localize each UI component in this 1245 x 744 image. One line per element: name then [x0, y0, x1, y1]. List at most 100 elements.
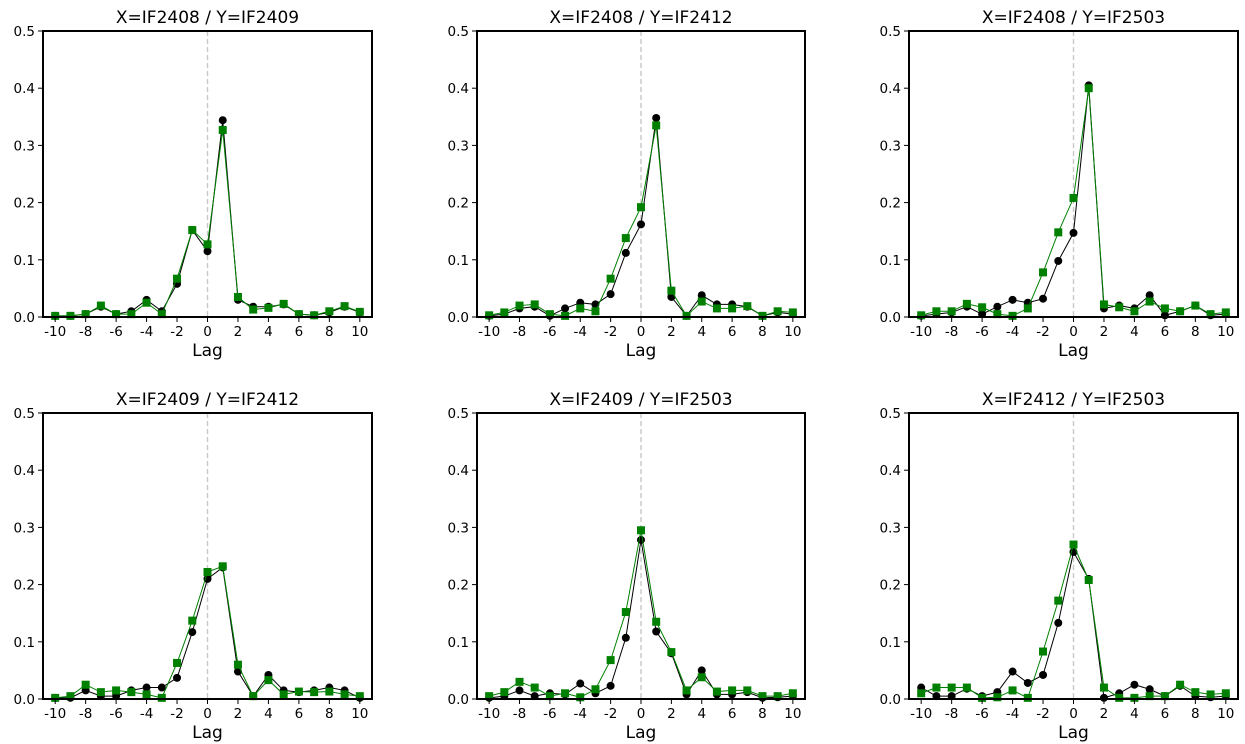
chart-title: X=IF2408 / Y=IF2503 [982, 8, 1165, 28]
data-point [173, 673, 182, 682]
data-point [667, 286, 676, 295]
data-point [325, 687, 334, 696]
chart-panel-3: -10 -8 -6 -4 -2 0 2 4 6 8 10 0.0 0.1 0.2 0.3 0.4 0.5 X=IF… [880, 8, 1239, 361]
data-point [606, 656, 615, 665]
data-point [621, 248, 630, 257]
y-tick-label: 0.2 [14, 196, 35, 212]
data-point [697, 673, 706, 682]
x-tick-label: -6 [975, 706, 988, 722]
data-point [203, 247, 212, 256]
x-tick-label: -8 [79, 324, 92, 340]
x-tick-label: -4 [140, 706, 153, 722]
data-point [728, 686, 737, 695]
y-tick-label: 0.4 [448, 463, 469, 479]
data-point [697, 291, 706, 300]
data-point [203, 568, 212, 577]
data-point [743, 302, 752, 311]
x-tick-label: -4 [1006, 324, 1019, 340]
data-point [1008, 686, 1017, 695]
data-point [1023, 693, 1032, 702]
chart-title: X=IF2409 / Y=IF2503 [549, 390, 732, 410]
x-tick-label: -6 [975, 324, 988, 340]
data-point [173, 274, 182, 283]
data-point [355, 307, 364, 316]
x-tick-label: -8 [513, 706, 526, 722]
data-point [947, 307, 956, 316]
data-point [157, 693, 166, 702]
data-point [561, 304, 570, 313]
data-point [1130, 307, 1139, 316]
x-tick-label: -2 [170, 706, 183, 722]
data-point [233, 292, 242, 301]
x-tick-label: -8 [945, 324, 958, 340]
x-tick-label: -2 [170, 324, 183, 340]
data-point [621, 234, 630, 243]
data-point [51, 693, 60, 702]
data-point [545, 310, 554, 319]
data-point [500, 308, 509, 317]
data-point [917, 311, 926, 320]
data-point [1191, 301, 1200, 310]
data-point [1054, 618, 1063, 627]
data-point [218, 125, 227, 134]
data-point [1130, 693, 1139, 702]
x-tick-label: 2 [1100, 706, 1109, 722]
data-point [485, 692, 494, 701]
data-point [1206, 690, 1215, 699]
data-point [112, 686, 121, 695]
x-tick-label: -10 [478, 706, 500, 722]
data-point [188, 616, 197, 625]
data-point [188, 226, 197, 235]
data-point [112, 310, 121, 319]
x-tick-label: -2 [1036, 324, 1049, 340]
data-point [1054, 256, 1063, 265]
data-point [157, 310, 166, 319]
x-tick-label: -6 [109, 706, 122, 722]
y-tick-label: 0.3 [14, 138, 35, 154]
chart-panel-4: -10 -8 -6 -4 -2 0 2 4 6 8 10 0.0 0.1 0.2 0.3 0.4 0.5 X=IF… [14, 390, 373, 743]
y-tick-label: 0.4 [448, 81, 469, 97]
x-tick-label: 8 [1191, 706, 1200, 722]
data-point [500, 688, 509, 697]
x-tick-label: 4 [697, 324, 706, 340]
data-point [515, 301, 524, 310]
chart-title: X=IF2408 / Y=IF2412 [549, 8, 732, 28]
data-point [993, 302, 1002, 311]
data-point [545, 692, 554, 701]
data-point [1145, 685, 1154, 694]
y-tick-label: 0.0 [448, 310, 469, 326]
data-point [1206, 310, 1215, 319]
data-point [652, 121, 661, 130]
data-point [1145, 692, 1154, 701]
x-tick-label: -10 [44, 706, 66, 722]
x-tick-label: -8 [79, 706, 92, 722]
data-point [697, 666, 706, 675]
y-tick-label: 0.5 [880, 24, 901, 40]
x-tick-label: 8 [325, 324, 334, 340]
y-tick-label: 0.0 [14, 692, 35, 708]
x-axis-label: Lag [1058, 723, 1089, 743]
data-point [1145, 297, 1154, 306]
data-point [1008, 311, 1017, 320]
data-point [712, 304, 721, 313]
x-tick-label: 2 [667, 706, 676, 722]
series-line-1 [489, 539, 793, 699]
data-point [96, 688, 105, 697]
x-tick-label: -2 [1036, 706, 1049, 722]
data-point [1023, 678, 1032, 687]
data-point [682, 311, 691, 320]
y-tick-label: 0.4 [14, 81, 35, 97]
y-tick-label: 0.1 [14, 253, 35, 269]
data-point [530, 683, 539, 692]
data-point [652, 617, 661, 626]
data-point [1054, 596, 1063, 605]
x-tick-label: 2 [667, 324, 676, 340]
x-tick-label: 10 [351, 324, 368, 340]
data-point [515, 677, 524, 686]
x-tick-label: -10 [910, 706, 932, 722]
chart-panel-2: -10 -8 -6 -4 -2 0 2 4 6 8 10 0.0 0.1 0.2 0.3 0.4 0.5 X=IF… [448, 8, 806, 361]
data-point [1221, 689, 1230, 698]
data-point [993, 693, 1002, 702]
y-tick-label: 0.3 [448, 520, 469, 536]
data-point [962, 299, 971, 308]
